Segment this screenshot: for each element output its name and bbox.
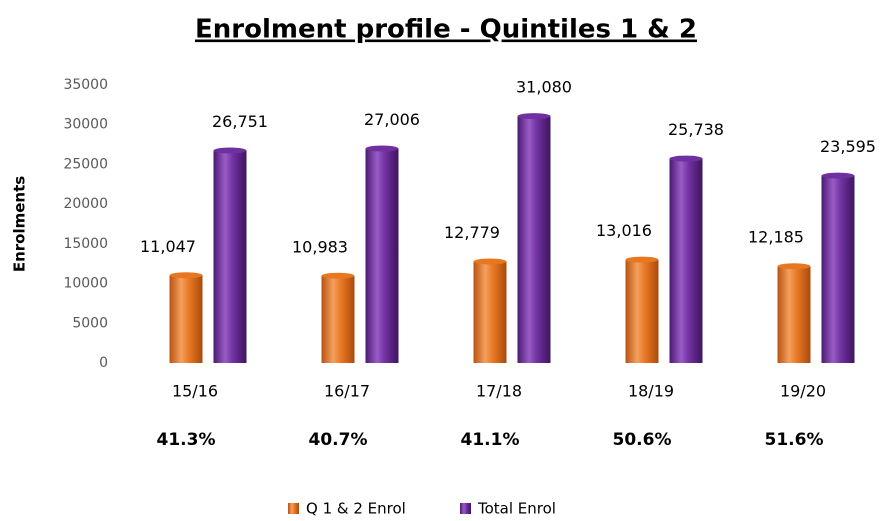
legend-swatch (460, 503, 471, 514)
legend-label: Total Enrol (477, 500, 556, 518)
bar-cap (669, 155, 703, 162)
value-label: 31,080 (516, 78, 572, 97)
bar-cap (473, 258, 507, 265)
value-label: 26,751 (212, 112, 268, 131)
bar-cap (365, 145, 399, 152)
bar-cap (777, 263, 811, 270)
bar (213, 150, 247, 363)
bar (473, 261, 507, 363)
annotation: 51.6% (765, 430, 824, 450)
bar (625, 259, 659, 363)
y-tick-label: 30000 (63, 117, 108, 133)
bar (777, 266, 811, 363)
y-tick-label: 35000 (63, 77, 108, 93)
y-tick-label: 20000 (63, 196, 108, 212)
value-label: 12,779 (444, 223, 500, 242)
value-label: 27,006 (364, 110, 420, 129)
bar-cap (821, 172, 855, 179)
annotation: 41.3% (157, 430, 216, 450)
y-tick-label: 0 (99, 355, 108, 371)
bar-cap (213, 147, 247, 154)
bar (169, 275, 203, 363)
x-tick-label: 18/19 (628, 382, 674, 401)
bar-cap (517, 113, 551, 120)
value-label: 23,595 (820, 137, 876, 156)
annotation: 41.1% (461, 430, 520, 450)
x-tick-label: 15/16 (172, 382, 218, 401)
bar (517, 116, 551, 363)
bar-cap (169, 272, 203, 279)
value-label: 13,016 (596, 221, 652, 240)
y-tick-label: 15000 (63, 236, 108, 252)
y-tick-label: 25000 (63, 156, 108, 172)
bar (669, 158, 703, 363)
bar (365, 148, 399, 363)
legend-label: Q 1 & 2 Enrol (306, 500, 406, 518)
bar (821, 175, 855, 363)
y-tick-label: 5000 (72, 315, 108, 331)
value-label: 12,185 (748, 228, 804, 247)
x-tick-label: 16/17 (324, 382, 370, 401)
x-tick-label: 17/18 (476, 382, 522, 401)
value-label: 11,047 (140, 237, 196, 256)
value-label: 25,738 (668, 120, 724, 139)
chart-title: Enrolment profile - Quintiles 1 & 2 (195, 15, 697, 45)
annotation: 40.7% (309, 430, 368, 450)
y-axis-title: Enrolments (11, 176, 29, 272)
x-tick-label: 19/20 (780, 382, 826, 401)
bar-cap (321, 272, 355, 279)
y-tick-label: 10000 (63, 276, 108, 292)
value-label: 10,983 (292, 237, 348, 256)
annotation: 50.6% (613, 430, 672, 450)
bar (321, 275, 355, 363)
legend-swatch (288, 503, 299, 514)
bar-cap (625, 256, 659, 263)
